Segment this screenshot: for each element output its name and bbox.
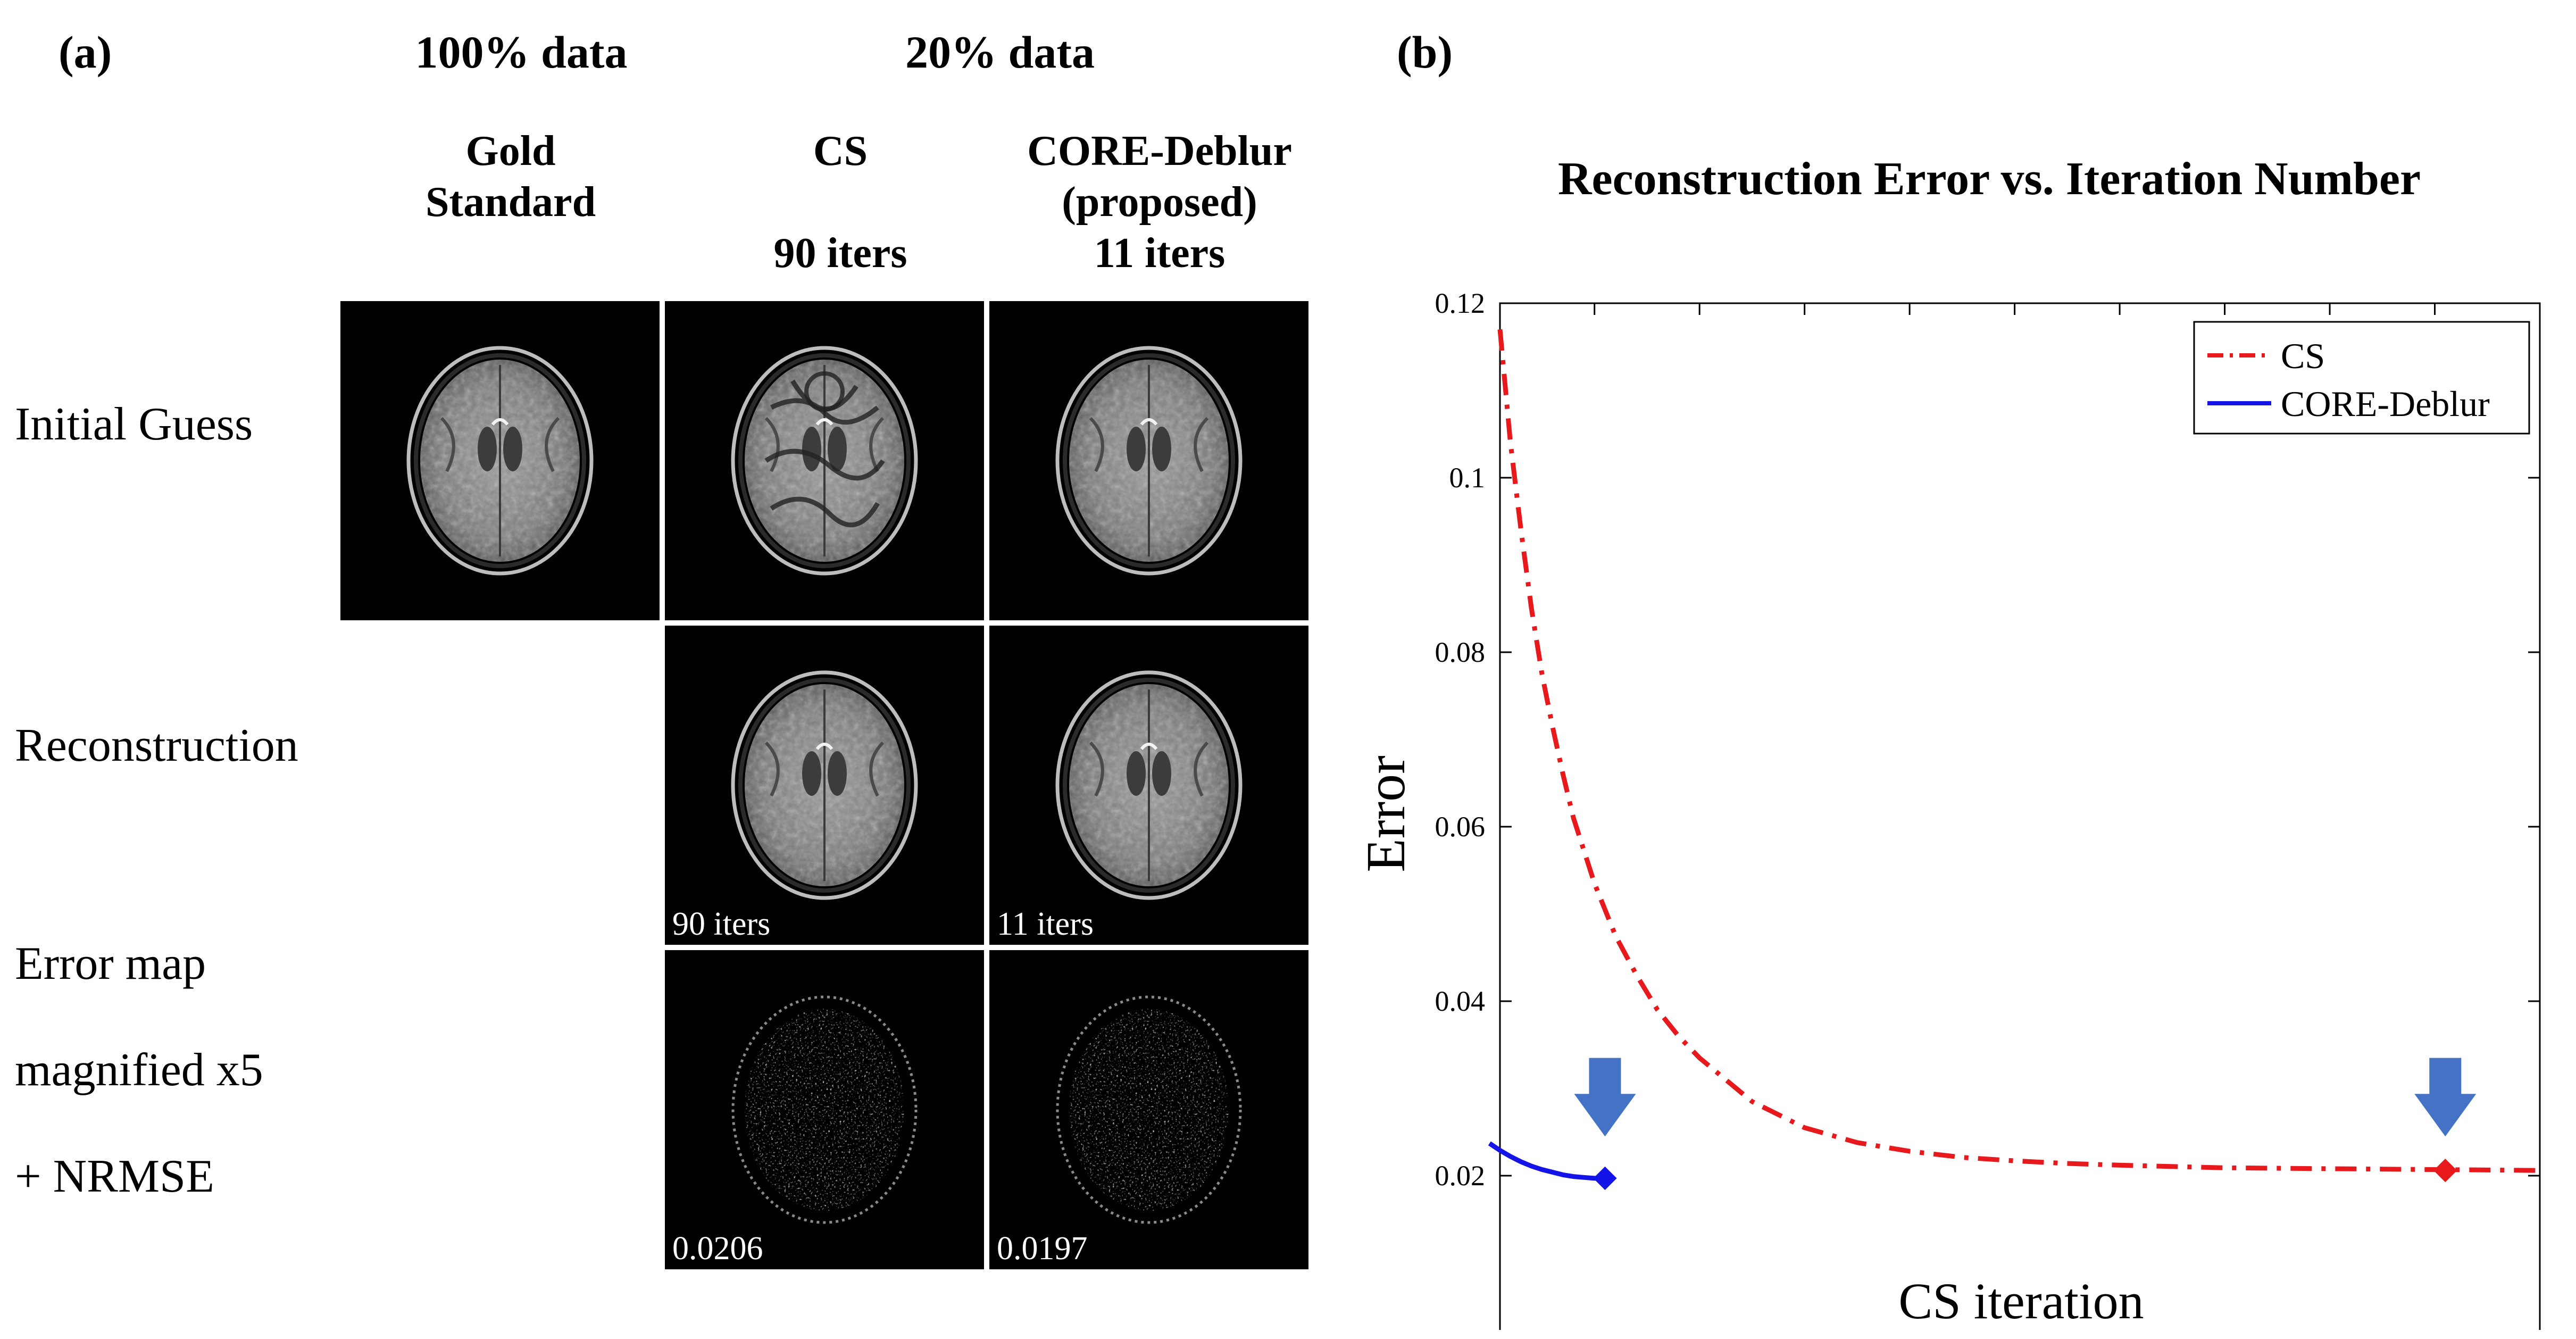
endpoint-marker-core-deblur bbox=[1593, 1166, 1617, 1191]
row-label-initial-guess: Initial Guess bbox=[15, 398, 253, 450]
legend: CS CORE-Deblur bbox=[2193, 321, 2530, 435]
chart-title: Reconstruction Error vs. Iteration Numbe… bbox=[1558, 153, 2421, 205]
core-deblur-nrmse-label: 0.0197 bbox=[997, 1230, 1088, 1267]
series-line-core-deblur bbox=[1488, 1141, 1605, 1181]
y-axis-label: Error bbox=[1355, 755, 1416, 872]
column-header-cs: CS 90 iters bbox=[670, 126, 1011, 279]
panel-a-label: (a) bbox=[59, 27, 112, 78]
panel-b-label: (b) bbox=[1397, 27, 1453, 78]
core-deblur-initial-guess-image bbox=[989, 301, 1308, 620]
column-header-line: (proposed) bbox=[1062, 179, 1257, 226]
core-deblur-reconstruction-label: 11 iters bbox=[997, 906, 1094, 942]
error-vs-iteration-chart: Reconstruction Error vs. Iteration Numbe… bbox=[1355, 153, 2541, 1330]
column-header-line: Standard bbox=[425, 179, 596, 226]
x-axis: 102030405060708090100 bbox=[1594, 303, 2541, 315]
arrow-layer bbox=[1574, 1058, 2477, 1137]
y-tick-label: 0.04 bbox=[1435, 985, 1486, 1017]
column-header-line bbox=[670, 177, 1011, 228]
y-tick-label: 0.1 bbox=[1449, 462, 1486, 494]
cs-reconstruction-label: 90 iters bbox=[672, 906, 771, 942]
header-full-data: 100% data bbox=[415, 27, 628, 78]
column-header-line: 90 iters bbox=[773, 230, 907, 277]
column-header-gold-standard: Gold Standard bbox=[340, 126, 681, 228]
gold-standard-image bbox=[340, 301, 660, 620]
core-deblur-error-map-image: 0.0197 bbox=[989, 950, 1308, 1269]
column-header-core-deblur: CORE-Deblur (proposed) 11 iters bbox=[989, 126, 1330, 279]
series-layer bbox=[1488, 329, 2540, 1181]
y-tick-label: 0.12 bbox=[1435, 287, 1486, 319]
y-tick-label: 0.02 bbox=[1435, 1160, 1486, 1192]
y-axis: 00.020.040.060.080.10.12 bbox=[1435, 287, 2540, 1192]
marker-layer bbox=[1593, 1159, 2457, 1191]
row-label-magnified: magnified x5 bbox=[15, 1044, 263, 1096]
legend-box bbox=[2193, 321, 2530, 435]
y-tick-label: 0.06 bbox=[1435, 811, 1486, 843]
endpoint-marker-cs bbox=[2433, 1159, 2457, 1183]
cs-nrmse-label: 0.0206 bbox=[672, 1230, 763, 1267]
column-header-line: 11 iters bbox=[1094, 230, 1226, 277]
cs-initial-guess-image bbox=[665, 301, 984, 620]
series-line-cs bbox=[1497, 329, 2540, 1173]
plot-area bbox=[1499, 302, 2541, 1330]
row-label-nrmse: + NRMSE bbox=[15, 1151, 214, 1202]
core-deblur-reconstruction-image: 11 iters bbox=[989, 626, 1308, 945]
pointer-arrow bbox=[1574, 1058, 1636, 1137]
legend-label-core-deblur: CORE-Deblur bbox=[2281, 384, 2490, 424]
row-label-error-map: Error map bbox=[15, 938, 206, 989]
cs-reconstruction-image: 90 iters bbox=[665, 626, 984, 945]
x-axis-label: CS iteration bbox=[1898, 1273, 2144, 1329]
row-label-reconstruction: Reconstruction bbox=[15, 720, 298, 771]
cs-error-map-image: 0.0206 bbox=[665, 950, 984, 1269]
column-header-line: CS bbox=[813, 128, 868, 174]
y-tick-label: 0.08 bbox=[1435, 636, 1486, 668]
column-header-line: Gold bbox=[465, 128, 556, 174]
legend-label-cs: CS bbox=[2281, 336, 2325, 376]
column-header-line: CORE-Deblur bbox=[1027, 128, 1292, 174]
pointer-arrow bbox=[2414, 1058, 2477, 1137]
header-sub-data: 20% data bbox=[905, 27, 1095, 78]
